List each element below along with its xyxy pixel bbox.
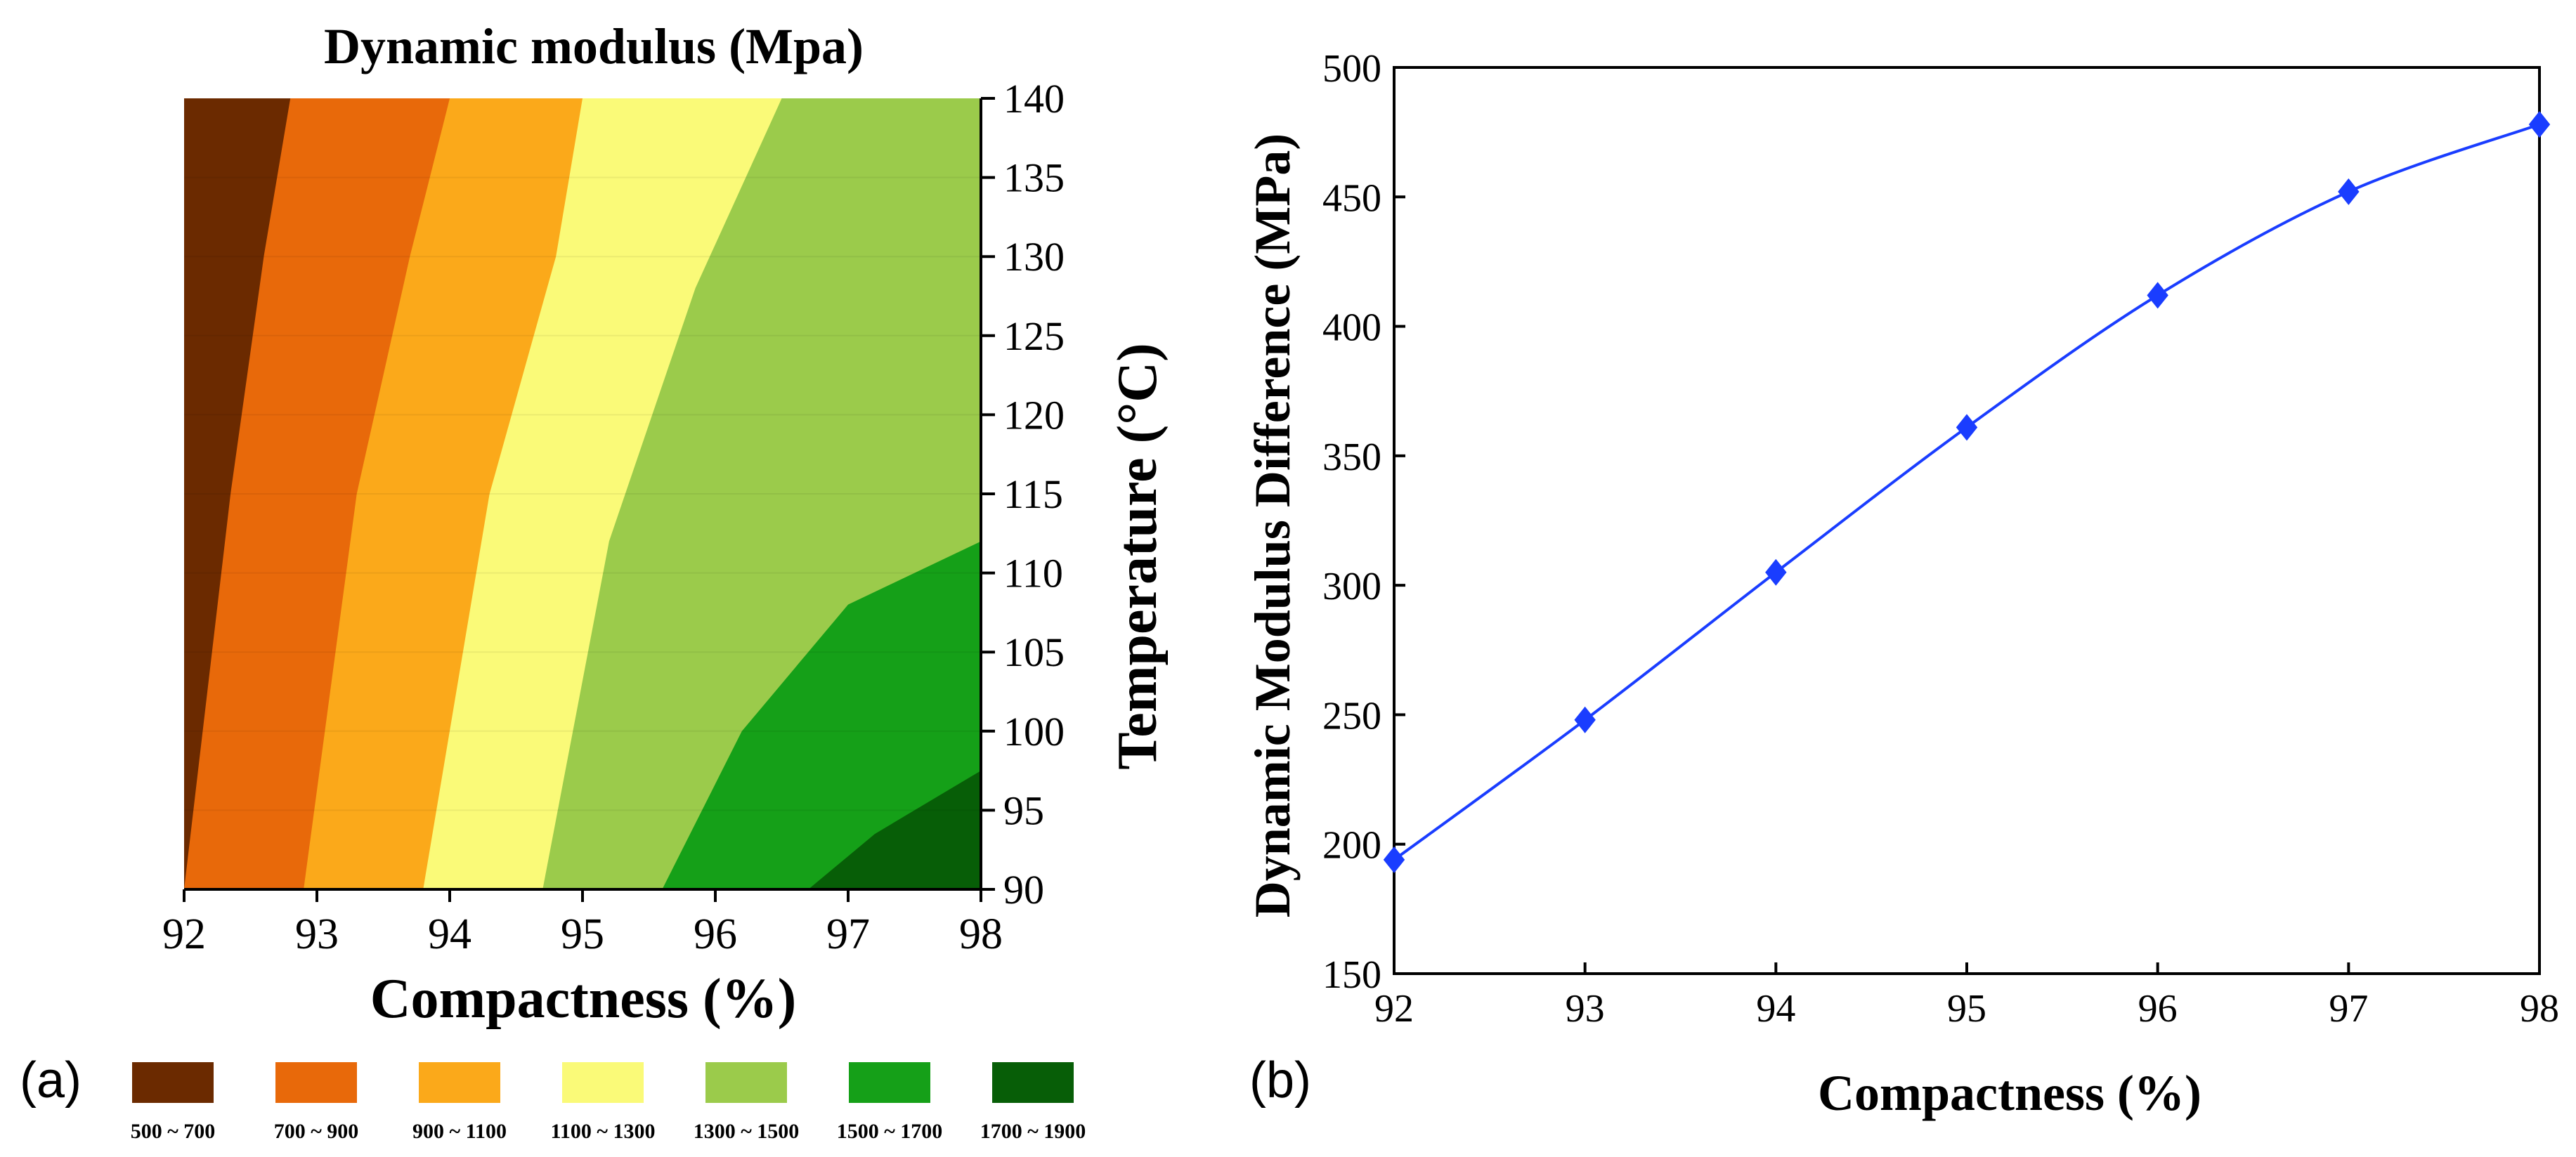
legend-item: 1300 ~ 1500: [694, 1062, 800, 1143]
x-tick-label: 94: [428, 910, 471, 958]
y-tick-label: 125: [1003, 313, 1065, 359]
x-tick-label: 94: [1756, 987, 1795, 1031]
y-tick-label: 120: [1003, 392, 1065, 438]
y-tick-label: 95: [1003, 787, 1044, 833]
y-tick-label: 140: [1003, 76, 1065, 122]
legend-swatch: [275, 1062, 357, 1103]
panel-b-x-axis-label: Compactness (%): [1818, 1065, 2201, 1121]
panel-a-x-ticks: 92 93 94 95 96 97 98: [162, 889, 1003, 958]
x-tick-label: 98: [959, 910, 1003, 958]
x-tick-label: 95: [1947, 987, 1986, 1031]
data-point-marker: [2338, 178, 2360, 205]
panel-a-contour: 92 93 94 95 96 97 98 90 95 100 105 110 115 120 125 130…: [20, 18, 1169, 1143]
x-tick-label: 95: [561, 910, 604, 958]
x-tick-label: 92: [1374, 987, 1414, 1031]
panel-a-label: (a): [20, 1052, 82, 1109]
data-point-marker: [2528, 111, 2551, 138]
panel-b-x-ticks: 92 93 94 95 96 97 98: [1374, 962, 2559, 1031]
contour-fills: [184, 98, 982, 889]
panel-a-title: Dynamic modulus (Mpa): [324, 18, 864, 74]
x-tick-label: 93: [295, 910, 339, 958]
legend-item: 700 ~ 900: [274, 1062, 359, 1143]
x-tick-label: 93: [1566, 987, 1605, 1031]
y-tick-label: 400: [1322, 306, 1381, 350]
panel-b-y-axis-label: Dynamic Modulus Difference (MPa): [1244, 133, 1301, 917]
contour-gridlines: [184, 176, 981, 811]
y-tick-label: 300: [1322, 565, 1381, 608]
legend-item: 1100 ~ 1300: [551, 1062, 656, 1143]
y-tick-label: 100: [1003, 709, 1065, 754]
y-tick-label: 90: [1003, 867, 1044, 913]
panel-b-label: (b): [1249, 1052, 1311, 1109]
panel-b-y-ticks: 150 200 250 300 350 400 450 500: [1322, 47, 1405, 997]
legend-label: 1500 ~ 1700: [837, 1120, 943, 1143]
data-point-marker: [1956, 414, 1978, 441]
y-tick-label: 250: [1322, 694, 1381, 738]
y-tick-label: 115: [1003, 471, 1063, 517]
y-tick-label: 500: [1322, 47, 1381, 91]
data-point-marker: [1383, 846, 1405, 873]
legend-label: 1100 ~ 1300: [551, 1120, 656, 1143]
contour-region-1500-1700: [662, 541, 981, 889]
panel-a-x-axis-label: Compactness (%): [370, 968, 797, 1030]
panel-a-y-ticks: 90 95 100 105 110 115 120 125 130 135 140: [981, 76, 1065, 913]
x-tick-label: 97: [2329, 987, 2368, 1031]
data-point-marker: [1765, 558, 1787, 586]
legend-item: 1500 ~ 1700: [837, 1062, 943, 1143]
legend-swatch: [705, 1062, 787, 1103]
data-point-marker: [1574, 706, 1596, 733]
legend-item: 1700 ~ 1900: [980, 1062, 1086, 1143]
series-markers: [1383, 111, 2551, 873]
x-tick-label: 97: [826, 910, 870, 958]
legend-swatch: [562, 1062, 644, 1103]
x-tick-label: 96: [694, 910, 737, 958]
y-tick-label: 130: [1003, 234, 1065, 280]
data-point-marker: [2147, 282, 2168, 309]
contour-legend: 500 ~ 700 700 ~ 900 900 ~ 1100 1100 ~ 1300 1…: [131, 1062, 1086, 1143]
y-tick-label: 450: [1322, 176, 1381, 220]
legend-swatch: [849, 1062, 930, 1103]
y-tick-label: 350: [1322, 436, 1381, 479]
x-tick-label: 96: [2138, 987, 2178, 1031]
legend-label: 1300 ~ 1500: [694, 1120, 800, 1143]
legend-label: 700 ~ 900: [274, 1120, 359, 1143]
panel-a-y-axis-label: Temperature (°C): [1107, 343, 1169, 769]
legend-item: 500 ~ 700: [131, 1062, 216, 1143]
y-tick-label: 200: [1322, 824, 1381, 868]
x-tick-label: 98: [2520, 987, 2559, 1031]
legend-swatch: [992, 1062, 1074, 1103]
contour-region-1700-1900: [808, 771, 981, 889]
legend-swatch: [419, 1062, 500, 1103]
panel-b-line: 92 93 94 95 96 97 98 150200250300350400450500 …: [1244, 47, 2559, 1121]
y-tick-label: 110: [1003, 551, 1063, 596]
y-tick-label: 105: [1003, 629, 1065, 675]
legend-label: 1700 ~ 1900: [980, 1120, 1086, 1143]
y-tick-label: 150: [1322, 953, 1381, 997]
legend-item: 900 ~ 1100: [412, 1062, 507, 1143]
legend-swatch: [132, 1062, 214, 1103]
y-tick-label: 135: [1003, 155, 1065, 201]
legend-label: 900 ~ 1100: [412, 1120, 507, 1143]
legend-label: 500 ~ 700: [131, 1120, 216, 1143]
x-tick-label: 92: [162, 910, 206, 958]
